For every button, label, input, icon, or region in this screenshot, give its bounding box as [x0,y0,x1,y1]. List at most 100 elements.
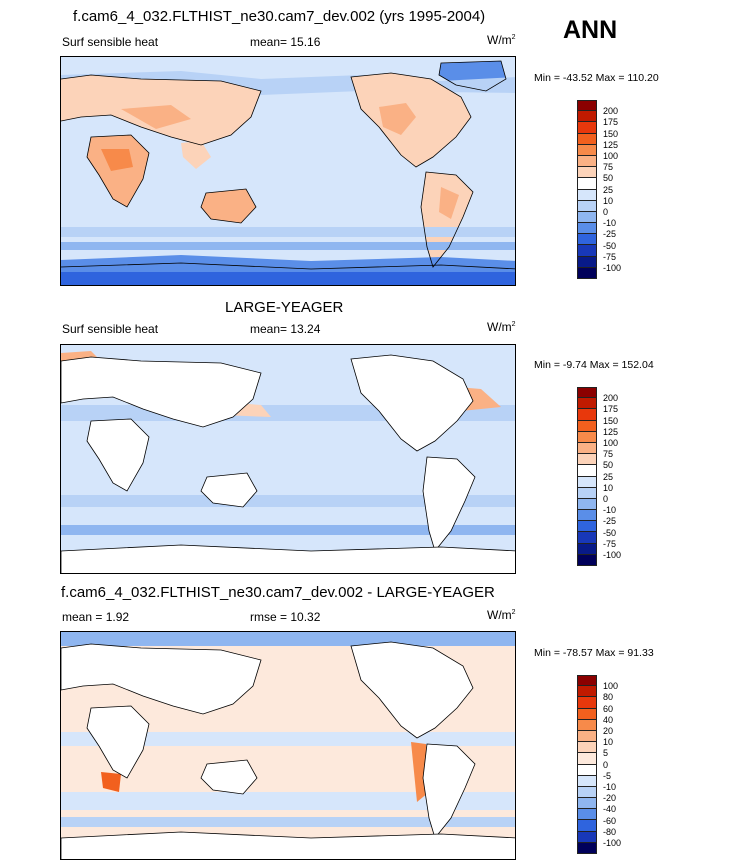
colorbar-swatch [577,697,597,709]
colorbar-tick-label: 150 [603,415,619,426]
colorbar-swatch [577,223,597,235]
panel-1-colorbar [577,100,597,279]
colorbar-tick-label: 125 [603,426,619,437]
colorbar-tick-label: 40 [603,714,614,725]
colorbar-swatch [577,487,597,499]
panel-3-minmax: Min = -78.57 Max = 91.33 [534,647,654,659]
colorbar-tick-label: -50 [603,527,617,538]
colorbar-tick-label: -25 [603,229,617,240]
panel-2-units: W/m2 [487,320,516,334]
colorbar-tick-label: -20 [603,793,617,804]
panel-3-colorbar [577,675,597,854]
colorbar-tick-label: -100 [603,838,622,848]
colorbar-swatch [577,465,597,477]
colorbar-swatch [577,442,597,455]
colorbar-tick-label: 50 [603,460,614,471]
colorbar-tick-label: -40 [603,804,617,815]
season-label: ANN [563,16,618,44]
panel-2-variable-label: Surf sensible heat [62,322,159,336]
colorbar-swatch [577,786,597,799]
colorbar-swatch [577,742,597,754]
colorbar-tick-label: -10 [603,505,617,516]
panel-1-title: f.cam6_4_032.FLTHIST_ne30.cam7_dev.002 (… [73,8,486,25]
colorbar-tick-label: 60 [603,703,614,714]
colorbar-tick-label: 175 [603,404,619,415]
colorbar-swatch [577,100,597,112]
colorbar-tick-label: 200 [603,106,619,117]
colorbar-swatch [577,122,597,134]
colorbar-swatch [577,820,597,832]
colorbar-swatch [577,543,597,555]
colorbar-swatch [577,234,597,246]
colorbar-swatch [577,111,597,123]
colorbar-tick-label: 175 [603,117,619,128]
panel-1-mean-label: mean= 15.16 [250,35,321,49]
panel-2-colorbar [577,387,597,566]
colorbar-tick-label: -10 [603,218,617,229]
colorbar-swatch [577,155,597,168]
colorbar-tick-label: 75 [603,449,614,460]
colorbar-swatch [577,532,597,544]
colorbar-tick-label: 10 [603,482,614,493]
panel-2-minmax: Min = -9.74 Max = 152.04 [534,359,654,371]
colorbar-tick-label: 0 [603,759,609,770]
colorbar-swatch [577,708,597,720]
panel-3-mean-label: mean = 1.92 [62,610,130,624]
colorbar-tick-label: 200 [603,393,619,404]
colorbar-swatch [577,730,597,743]
colorbar-tick-label: 75 [603,162,614,173]
colorbar-tick-label: -25 [603,516,617,527]
panel-1-variable-label: Surf sensible heat [62,35,159,49]
colorbar-tick-label: -75 [603,251,617,262]
colorbar-tick-label: 80 [603,692,614,703]
colorbar-tick-label: 5 [603,748,609,759]
colorbar-swatch [577,476,597,488]
panel-1-map [60,56,516,286]
colorbar-swatch [577,498,597,511]
panel-2-mean-label: mean= 13.24 [250,322,321,336]
colorbar-swatch [577,420,597,432]
colorbar-tick-label: -60 [603,815,617,826]
colorbar-swatch [577,454,597,466]
colorbar-swatch [577,775,597,787]
colorbar-tick-label: -50 [603,240,617,251]
panel-2-title: LARGE-YEAGER [225,299,344,316]
colorbar-swatch [577,398,597,410]
panel-3-title: f.cam6_4_032.FLTHIST_ne30.cam7_dev.002 -… [61,584,495,601]
colorbar-swatch [577,510,597,522]
colorbar-swatch [577,167,597,179]
colorbar-swatch [577,431,597,443]
colorbar-swatch [577,133,597,145]
panel-3-map [60,631,516,860]
colorbar-swatch [577,675,597,687]
colorbar-tick-label: 0 [603,207,609,217]
colorbar-tick-label: 10 [603,737,614,748]
colorbar-swatch [577,144,597,156]
colorbar-swatch [577,842,597,854]
colorbar-swatch [577,211,597,224]
colorbar-tick-label: -80 [603,826,617,837]
colorbar-swatch [577,831,597,843]
colorbar-swatch [577,753,597,765]
colorbar-tick-label: 10 [603,195,614,206]
colorbar-tick-label: -75 [603,538,617,549]
colorbar-swatch [577,798,597,810]
colorbar-swatch [577,387,597,399]
panel-3-units: W/m2 [487,608,516,622]
colorbar-swatch [577,409,597,421]
colorbar-tick-label: 100 [603,438,619,448]
colorbar-tick-label: 0 [603,494,609,504]
colorbar-tick-label: 125 [603,139,619,150]
colorbar-tick-label: 20 [603,726,614,736]
panel-1-units: W/m2 [487,33,516,47]
colorbar-swatch [577,554,597,566]
colorbar-swatch [577,764,597,776]
colorbar-swatch [577,267,597,279]
panel-3-rmse-label: rmse = 10.32 [250,610,321,624]
colorbar-tick-label: 150 [603,128,619,139]
colorbar-tick-label: 100 [603,151,619,161]
colorbar-swatch [577,178,597,190]
colorbar-tick-label: 25 [603,471,614,482]
colorbar-tick-label: 50 [603,173,614,184]
panel-1-minmax: Min = -43.52 Max = 110.20 [534,72,659,84]
